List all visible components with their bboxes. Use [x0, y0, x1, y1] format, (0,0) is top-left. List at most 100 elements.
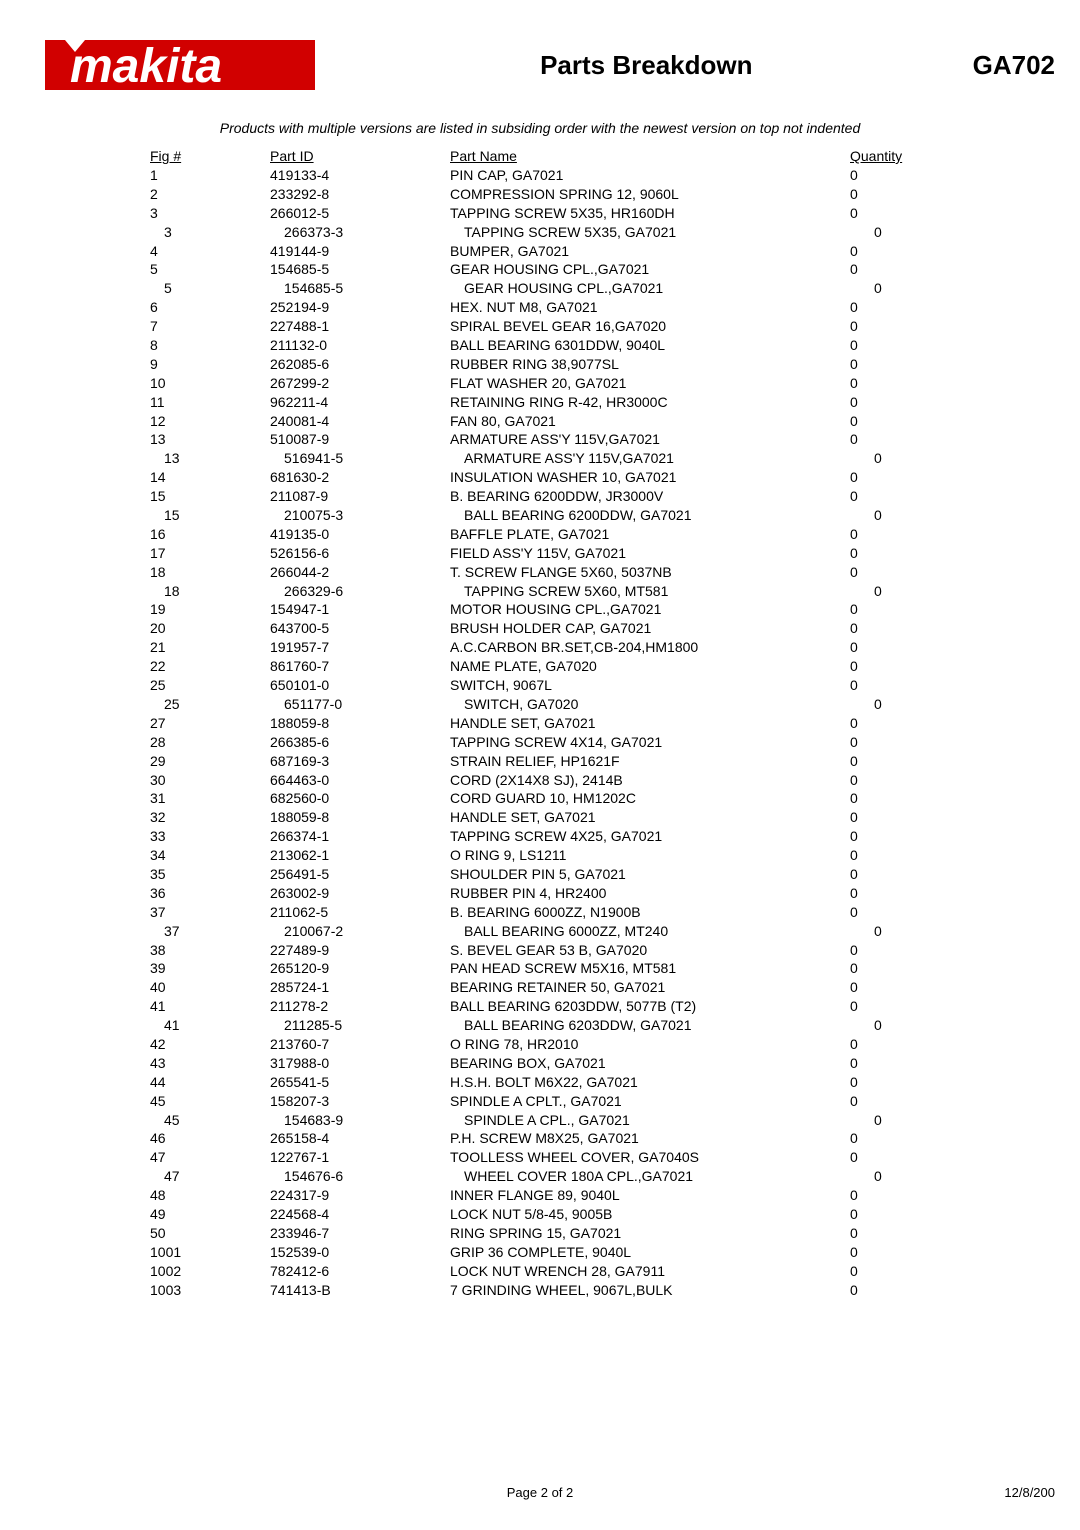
table-row: 18266044-2T. SCREW FLANGE 5X60, 5037NB0 [150, 563, 930, 582]
cell-partid: 526156-6 [270, 544, 450, 563]
cell-partname: FLAT WASHER 20, GA7021 [450, 374, 850, 393]
cell-partid: 211132-0 [270, 336, 450, 355]
cell-partid: 233292-8 [270, 185, 450, 204]
cell-partname: INSULATION WASHER 10, GA7021 [450, 468, 850, 487]
cell-partid: 188059-8 [270, 714, 450, 733]
cell-partname: S. BEVEL GEAR 53 B, GA7020 [450, 941, 850, 960]
cell-partid: 516941-5 [270, 449, 450, 468]
cell-qty: 0 [850, 827, 930, 846]
cell-partname: MOTOR HOUSING CPL.,GA7021 [450, 600, 850, 619]
cell-qty: 0 [850, 865, 930, 884]
cell-partname: TAPPING SCREW 5X60, MT581 [450, 582, 850, 601]
table-row: 18266329-6TAPPING SCREW 5X60, MT5810 [150, 582, 930, 601]
cell-qty: 0 [850, 1129, 930, 1148]
cell-qty: 0 [850, 1186, 930, 1205]
cell-fig: 1001 [150, 1243, 270, 1262]
cell-partid: 188059-8 [270, 808, 450, 827]
cell-qty: 0 [850, 922, 930, 941]
cell-qty: 0 [850, 1073, 930, 1092]
cell-qty: 0 [850, 752, 930, 771]
cell-fig: 3 [150, 223, 270, 242]
cell-partid: 687169-3 [270, 752, 450, 771]
cell-partid: 861760-7 [270, 657, 450, 676]
cell-fig: 30 [150, 771, 270, 790]
cell-partid: 154685-5 [270, 260, 450, 279]
cell-qty: 0 [850, 449, 930, 468]
cell-partname: SWITCH, GA7020 [450, 695, 850, 714]
cell-partname: RETAINING RING R-42, HR3000C [450, 393, 850, 412]
cell-partid: 211285-5 [270, 1016, 450, 1035]
cell-partid: 266044-2 [270, 563, 450, 582]
table-row: 45158207-3SPINDLE A CPLT., GA70210 [150, 1092, 930, 1111]
cell-partname: STRAIN RELIEF, HP1621F [450, 752, 850, 771]
table-row: 1002782412-6LOCK NUT WRENCH 28, GA79110 [150, 1262, 930, 1281]
cell-fig: 18 [150, 582, 270, 601]
table-row: 9262085-6RUBBER RING 38,9077SL0 [150, 355, 930, 374]
cell-qty: 0 [850, 903, 930, 922]
table-body: 1419133-4PIN CAP, GA702102233292-8COMPRE… [150, 166, 930, 1299]
cell-partid: 266374-1 [270, 827, 450, 846]
cell-qty: 0 [850, 846, 930, 865]
cell-fig: 40 [150, 978, 270, 997]
cell-partid: 210067-2 [270, 922, 450, 941]
table-row: 29687169-3STRAIN RELIEF, HP1621F0 [150, 752, 930, 771]
cell-fig: 2 [150, 185, 270, 204]
cell-partname: GEAR HOUSING CPL.,GA7021 [450, 279, 850, 298]
cell-fig: 41 [150, 997, 270, 1016]
cell-partid: 510087-9 [270, 430, 450, 449]
cell-partname: BRUSH HOLDER CAP, GA7021 [450, 619, 850, 638]
table-row: 25651177-0SWITCH, GA70200 [150, 695, 930, 714]
table-row: 5154685-5GEAR HOUSING CPL.,GA70210 [150, 260, 930, 279]
cell-qty: 0 [850, 1205, 930, 1224]
cell-fig: 28 [150, 733, 270, 752]
table-row: 33266374-1TAPPING SCREW 4X25, GA70210 [150, 827, 930, 846]
cell-partname: B. BEARING 6200DDW, JR3000V [450, 487, 850, 506]
cell-partname: HEX. NUT M8, GA7021 [450, 298, 850, 317]
table-row: 13510087-9ARMATURE ASS'Y 115V,GA70210 [150, 430, 930, 449]
cell-partname: HANDLE SET, GA7021 [450, 808, 850, 827]
svg-text:makita: makita [70, 40, 222, 93]
table-row: 3266373-3TAPPING SCREW 5X35, GA70210 [150, 223, 930, 242]
cell-partname: BUMPER, GA7021 [450, 242, 850, 261]
cell-qty: 0 [850, 997, 930, 1016]
cell-qty: 0 [850, 374, 930, 393]
cell-partname: NAME PLATE, GA7020 [450, 657, 850, 676]
table-row: 41211278-2BALL BEARING 6203DDW, 5077B (T… [150, 997, 930, 1016]
cell-fig: 43 [150, 1054, 270, 1073]
table-row: 30664463-0CORD (2X14X8 SJ), 2414B0 [150, 771, 930, 790]
cell-partname: BEARING BOX, GA7021 [450, 1054, 850, 1073]
cell-partid: 152539-0 [270, 1243, 450, 1262]
cell-partid: 213760-7 [270, 1035, 450, 1054]
cell-partname: CORD (2X14X8 SJ), 2414B [450, 771, 850, 790]
cell-qty: 0 [850, 487, 930, 506]
table-row: 5154685-5GEAR HOUSING CPL.,GA70210 [150, 279, 930, 298]
cell-partname: GEAR HOUSING CPL.,GA7021 [450, 260, 850, 279]
cell-partid: 267299-2 [270, 374, 450, 393]
table-row: 50233946-7RING SPRING 15, GA70210 [150, 1224, 930, 1243]
cell-fig: 46 [150, 1129, 270, 1148]
cell-partid: 962211-4 [270, 393, 450, 412]
cell-qty: 0 [850, 582, 930, 601]
cell-fig: 45 [150, 1111, 270, 1130]
version-note: Products with multiple versions are list… [40, 120, 1040, 136]
cell-fig: 1002 [150, 1262, 270, 1281]
cell-partid: 664463-0 [270, 771, 450, 790]
cell-partid: 154676-6 [270, 1167, 450, 1186]
cell-fig: 9 [150, 355, 270, 374]
cell-qty: 0 [850, 260, 930, 279]
cell-partid: 211278-2 [270, 997, 450, 1016]
cell-fig: 25 [150, 676, 270, 695]
cell-partname: TOOLLESS WHEEL COVER, GA7040S [450, 1148, 850, 1167]
cell-fig: 47 [150, 1148, 270, 1167]
table-row: 4419144-9BUMPER, GA70210 [150, 242, 930, 261]
cell-partid: 262085-6 [270, 355, 450, 374]
cell-partname: BALL BEARING 6301DDW, 9040L [450, 336, 850, 355]
table-row: 47154676-6WHEEL COVER 180A CPL.,GA70210 [150, 1167, 930, 1186]
cell-fig: 47 [150, 1167, 270, 1186]
cell-partname: T. SCREW FLANGE 5X60, 5037NB [450, 563, 850, 582]
table-row: 42213760-7O RING 78, HR20100 [150, 1035, 930, 1054]
table-row: 40285724-1BEARING RETAINER 50, GA70210 [150, 978, 930, 997]
cell-fig: 6 [150, 298, 270, 317]
cell-fig: 13 [150, 430, 270, 449]
cell-fig: 22 [150, 657, 270, 676]
